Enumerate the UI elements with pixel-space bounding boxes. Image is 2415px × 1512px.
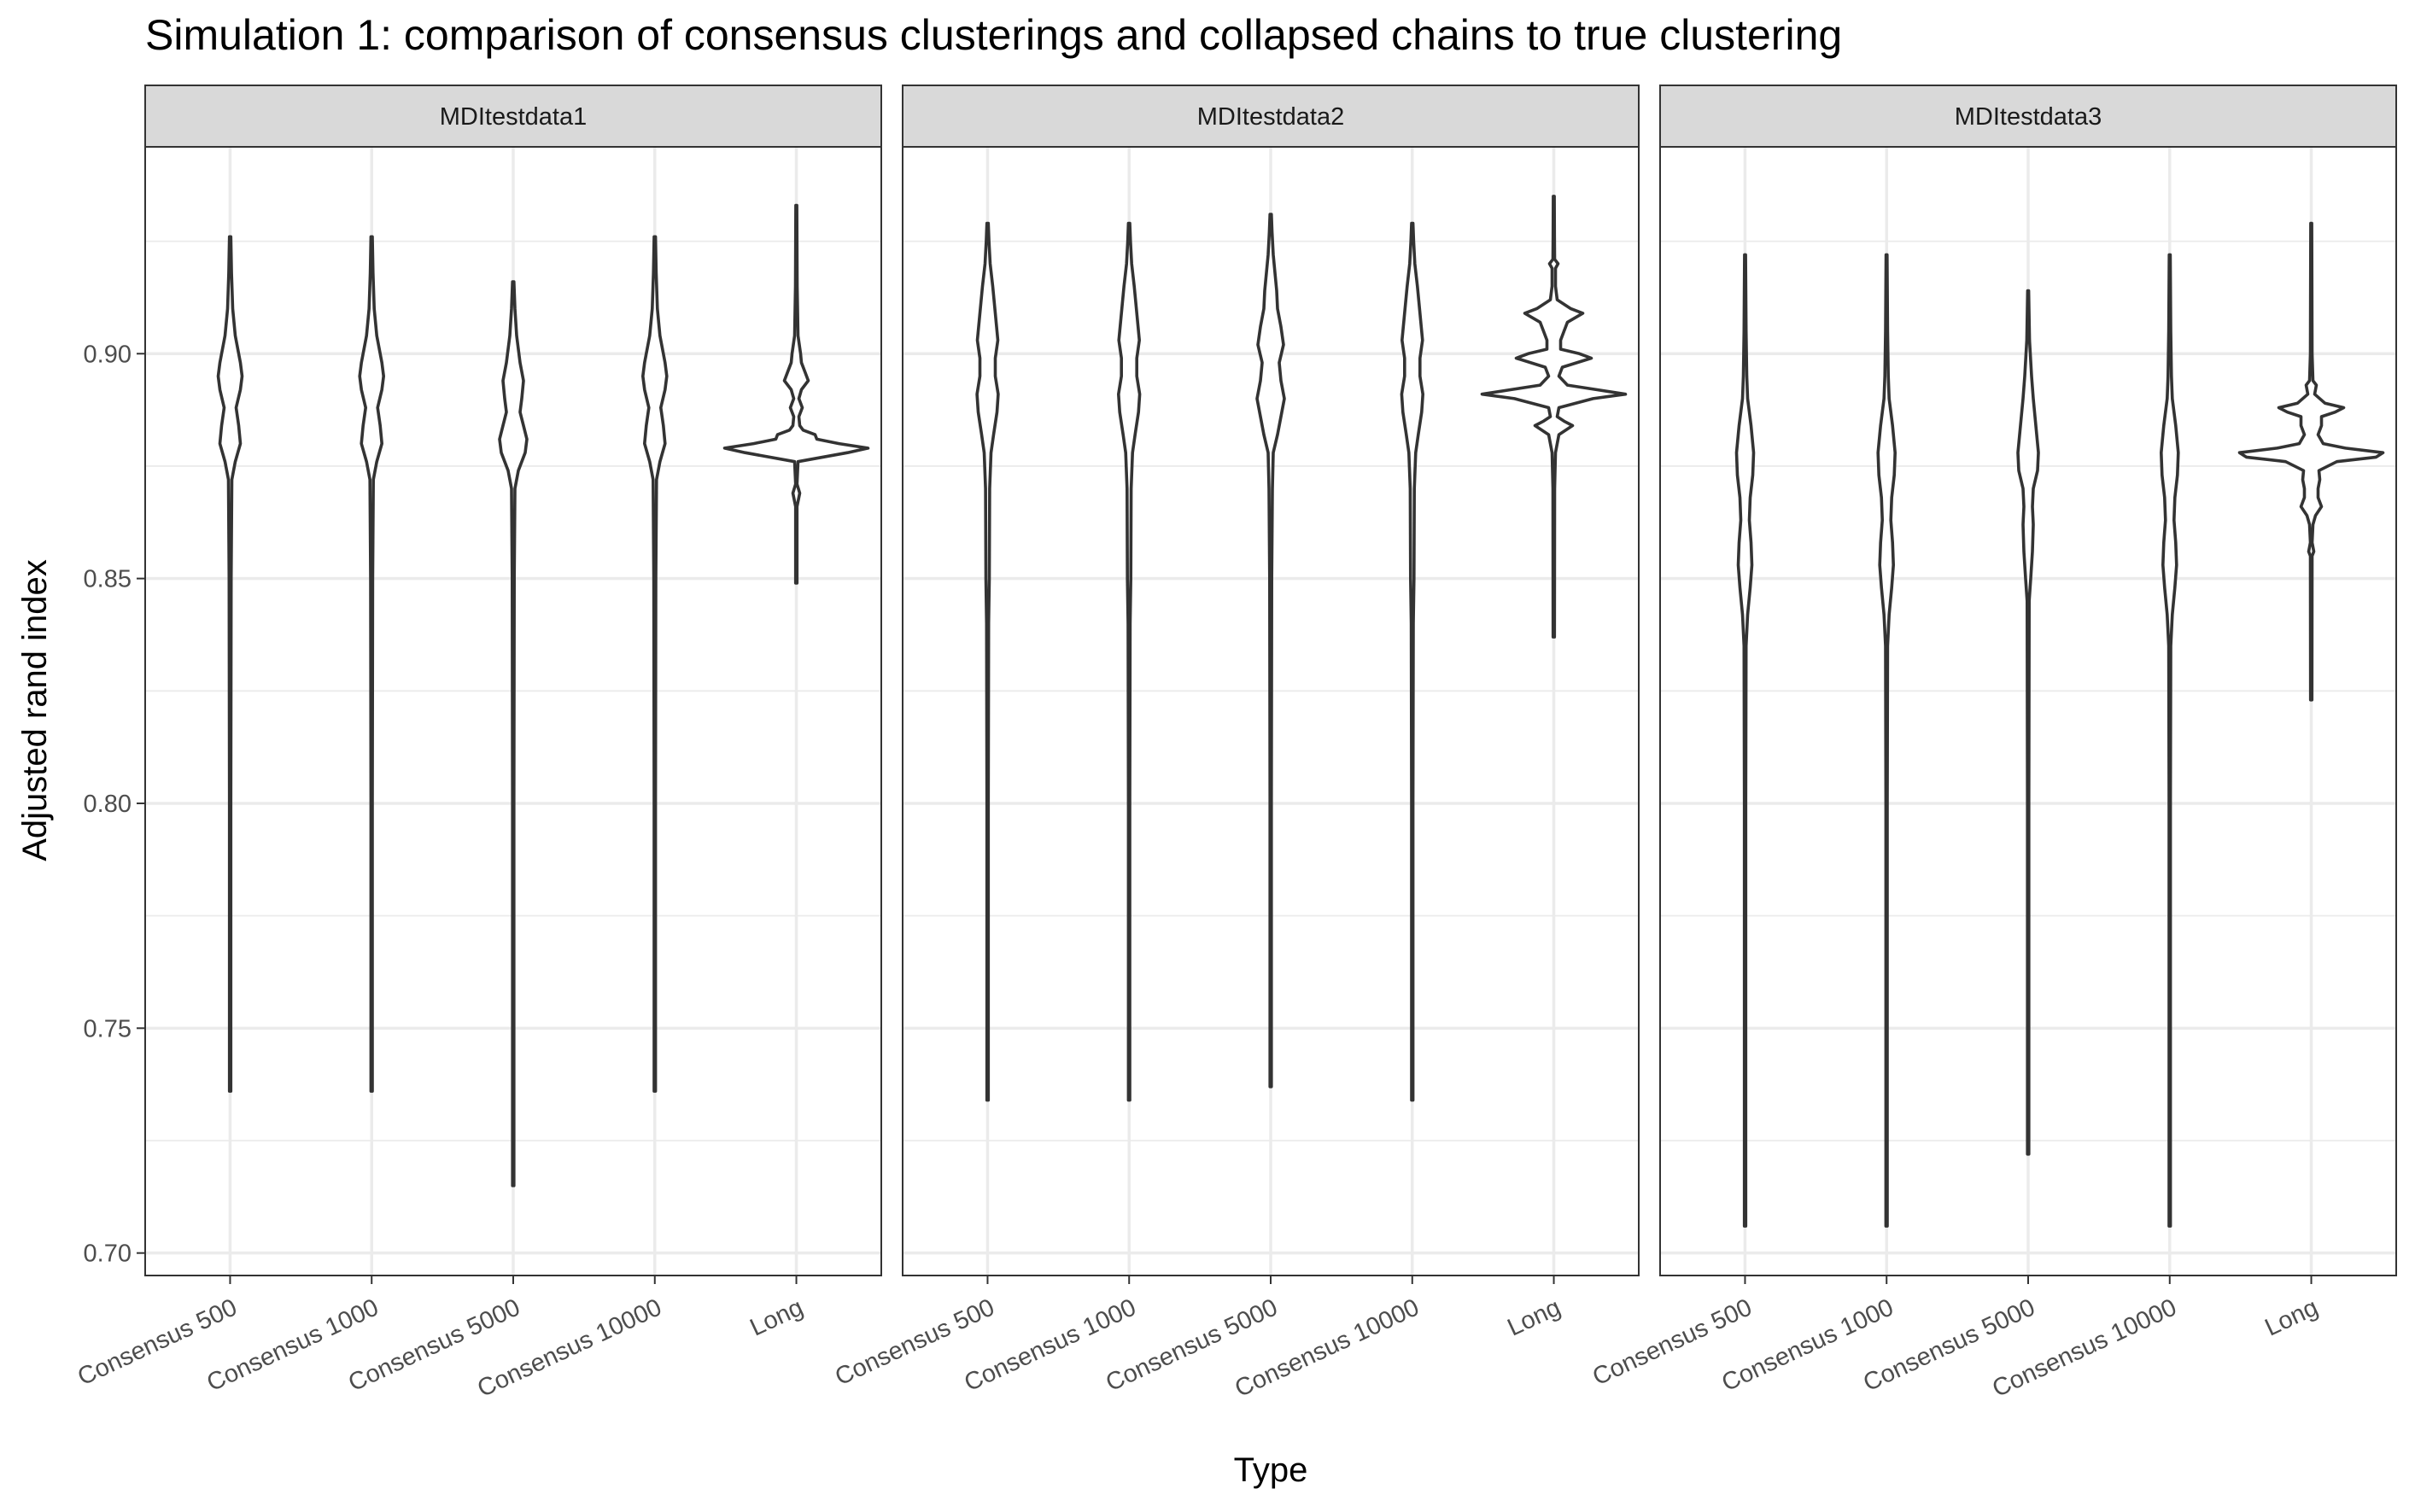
violin-consensus-500 (216, 235, 244, 1093)
y-tick-label: 0.85 (84, 566, 132, 593)
y-axis-title: Adjusted rand index (16, 559, 54, 861)
y-tick-label: 0.70 (84, 1241, 132, 1268)
violin-consensus-1000 (1876, 253, 1897, 1228)
facet-strip-label: MDItestdata1 (440, 103, 587, 131)
violin-long (722, 203, 870, 585)
violin-consensus-10000 (641, 235, 669, 1093)
x-tick-label: Long (1504, 1293, 1565, 1341)
violin-consensus-500 (975, 221, 1000, 1102)
facet-strip (1659, 85, 2397, 148)
violin-consensus-10000 (1400, 221, 1424, 1102)
violin-consensus-10000 (2160, 253, 2180, 1228)
facet-strip (144, 85, 882, 148)
violin-consensus-5000 (1255, 213, 1286, 1089)
y-tick-label: 0.75 (84, 1015, 132, 1042)
y-axis: 0.70 0.75 0.80 0.85 0.90 (84, 341, 145, 1268)
violin-consensus-5000 (498, 280, 529, 1188)
violin-consensus-1000 (1117, 221, 1142, 1102)
x-tick-label: Long (2261, 1293, 2323, 1341)
violin-consensus-1000 (358, 235, 385, 1093)
chart-title: Simulation 1: comparison of consensus cl… (145, 11, 1842, 59)
violin-consensus-5000 (2016, 289, 2040, 1156)
y-tick-label: 0.80 (84, 791, 132, 818)
violin-long (1480, 195, 1628, 639)
facet-strip-label: MDItestdata2 (1197, 103, 1344, 131)
x-axis-title: Type (1234, 1451, 1308, 1489)
y-tick-label: 0.90 (84, 341, 132, 368)
violin-long (2237, 221, 2385, 702)
violin-consensus-500 (1734, 253, 1756, 1228)
x-tick-label: Long (746, 1293, 808, 1341)
facet-strip (902, 85, 1640, 148)
facet-strip-label: MDItestdata3 (1955, 103, 2102, 131)
